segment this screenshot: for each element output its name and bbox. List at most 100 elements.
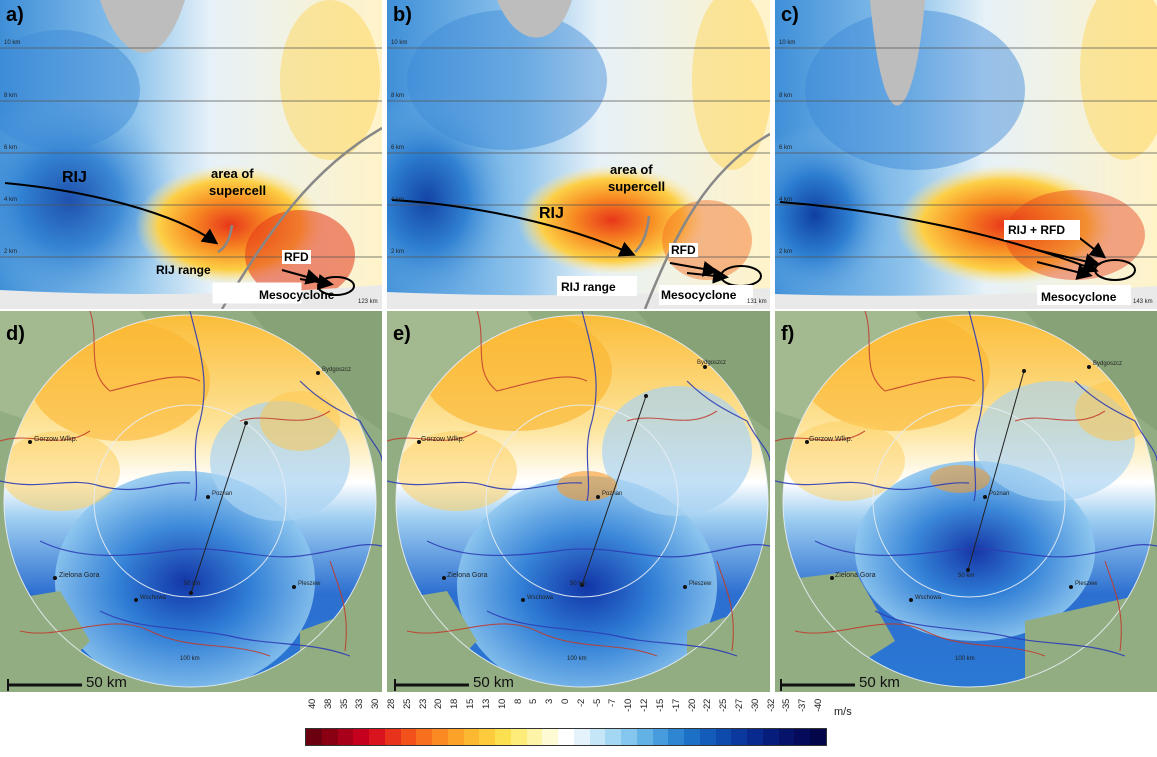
cross-section-panel-c: c) 10 km 8 km 6 km 4 km 2 km RIJ + RFD M…: [775, 0, 1157, 309]
colorbar-swatch: [684, 729, 700, 745]
colorbar-tick-label: 30: [370, 699, 382, 709]
colorbar-tick-label: -32: [765, 699, 777, 712]
city-label-gorzow: Gorzow Wlkp.: [809, 436, 853, 443]
colorbar-tick-label: 5: [528, 699, 540, 704]
altitude-label-2km: 2 km: [391, 249, 405, 255]
colorbar-swatch: [731, 729, 747, 745]
range-ring-label-50km: 50 km: [184, 581, 201, 587]
colorbar-swatch: [589, 729, 606, 745]
colorbar-swatch: [747, 729, 763, 745]
colorbar-swatch: [762, 729, 779, 745]
altitude-label-8km: 8 km: [779, 93, 793, 99]
city-label-poznan: Poznan: [989, 491, 1010, 497]
colorbar-tick-label: 0: [560, 699, 571, 704]
rij-label: RIJ: [539, 205, 564, 222]
city-label-wschowa: Wschowa: [140, 595, 167, 601]
panel-label: b): [393, 4, 412, 26]
colorbar-swatch: [526, 729, 543, 745]
mesocyclone-label: Mesocyclone: [661, 288, 737, 302]
colorbar-swatch: [715, 729, 732, 745]
colorbar-tick-label: 40: [306, 699, 318, 709]
city-label-bydgoszcz: Bydgoszcz: [322, 367, 352, 373]
altitude-label-2km: 2 km: [779, 249, 793, 255]
colorbar-tick-label: 20: [433, 699, 445, 709]
colorbar-swatch: [652, 729, 669, 745]
cross-section-panel-a: a) 10 km 8 km 6 km 4 km 2 km RIJ area of…: [0, 0, 382, 309]
panel-label: e): [393, 323, 411, 345]
altitude-gridlines: [0, 47, 382, 258]
scale-bar-label: 50 km: [859, 674, 900, 691]
range-ring-label-100km: 100 km: [180, 656, 200, 662]
colorbar-tick-label: 13: [480, 699, 492, 709]
altitude-label-4km: 4 km: [779, 197, 793, 203]
colorbar-swatch: [778, 729, 795, 745]
scale-bar-label: 50 km: [473, 674, 514, 691]
area-of-supercell-label-line2: supercell: [608, 179, 666, 194]
city-label-gorzow: Gorzow Wlkp.: [34, 436, 78, 443]
altitude-label-8km: 8 km: [4, 93, 18, 99]
colorbar-swatch: [384, 729, 401, 745]
colorbar-swatch: [321, 729, 338, 745]
city-label-zielona-gora: Zielona Gora: [59, 572, 100, 579]
colorbar-tick-label: -40: [813, 699, 825, 712]
colorbar-swatch: [510, 729, 527, 745]
colorbar-tick-label: -25: [718, 699, 730, 712]
altitude-label-10km: 10 km: [779, 40, 796, 46]
city-label-poznan: Poznan: [602, 491, 623, 497]
area-of-supercell-label-line1: area of: [211, 166, 254, 181]
colorbar-tick-label: 35: [338, 699, 350, 709]
altitude-label-4km: 4 km: [4, 197, 18, 203]
altitude-label-6km: 6 km: [4, 145, 18, 151]
colorbar-swatch: [447, 729, 464, 745]
rij-label: RIJ: [62, 169, 87, 186]
rfd-label: RFD: [282, 250, 311, 264]
colorbar-tick-label: 3: [544, 699, 556, 704]
colorbar-tick-label: 18: [449, 699, 461, 709]
velocity-colorbar: 40 38 35 33 30 28 25 23 20 18 15 13 10 8 5 3 0 -2 -5 -7 -10-…: [305, 697, 827, 749]
colorbar-swatch: [416, 729, 432, 745]
rij-rfd-label: RIJ + RFD: [1008, 223, 1066, 237]
colorbar-tick-label: -35: [781, 699, 793, 712]
city-label-bydgoszcz: Bydgoszcz: [1093, 361, 1123, 367]
colorbar-tick-label: 8: [512, 699, 524, 704]
area-of-supercell-label-line2: supercell: [209, 183, 267, 198]
colorbar-tick-labels: 40 38 35 33 30 28 25 23 20 18 15 13 10 8 5 3 0 -2 -5 -7 -10-…: [305, 697, 827, 727]
colorbar-tick-label: -20: [686, 699, 698, 712]
range-label: 123 km: [358, 299, 378, 305]
colorbar-tick-label: -17: [670, 699, 682, 712]
range-label: 131 km: [747, 299, 767, 305]
city-label-bydgoszcz: Bydgoszcz: [697, 360, 727, 366]
range-ring-label-50km: 50 km: [570, 581, 587, 587]
colorbar-tick-label: -10: [623, 699, 635, 712]
range-ring-label-100km: 100 km: [955, 656, 975, 662]
city-label-wschowa: Wschowa: [527, 595, 554, 601]
radar-map-panel-d: d) Bydgoszcz Gorzow Wlkp. Poznan Zielona…: [0, 311, 382, 692]
city-label-zielona-gora: Zielona Gora: [447, 572, 488, 579]
range-ring-label-50km: 50 km: [958, 573, 975, 579]
colorbar-swatch: [810, 729, 826, 745]
colorbar-swatch: [463, 729, 480, 745]
colorbar-swatch: [432, 729, 448, 745]
city-label-zielona-gora: Zielona Gora: [835, 572, 876, 579]
colorbar-unit: m/s: [834, 706, 852, 718]
colorbar-tick-label: -22: [702, 699, 714, 712]
altitude-label-2km: 2 km: [4, 249, 18, 255]
colorbar-swatch: [369, 729, 385, 745]
colorbar-tick-label: 25: [401, 699, 413, 709]
altitude-label-10km: 10 km: [391, 40, 408, 46]
colorbar-tick-label: 15: [465, 699, 477, 709]
city-label-poznan: Poznan: [212, 491, 233, 497]
city-label-pleszew: Pleszew: [298, 581, 321, 587]
colorbar-swatch: [794, 729, 810, 745]
altitude-label-10km: 10 km: [4, 40, 21, 46]
altitude-label-8km: 8 km: [391, 93, 405, 99]
colorbar-swatch: [479, 729, 495, 745]
panel-label: c): [781, 4, 799, 26]
radar-map-panel-f: f) Bydgoszcz Gorzow Wlkp. Poznan Zielona…: [775, 311, 1157, 692]
colorbar-tick-label: 10: [496, 699, 508, 709]
colorbar-swatch: [636, 729, 653, 745]
area-of-supercell-label-line1: area of: [610, 162, 653, 177]
colorbar-swatch: [558, 729, 574, 745]
colorbar-tick-label: 33: [354, 699, 366, 709]
colorbar-tick-label: 28: [386, 699, 397, 709]
